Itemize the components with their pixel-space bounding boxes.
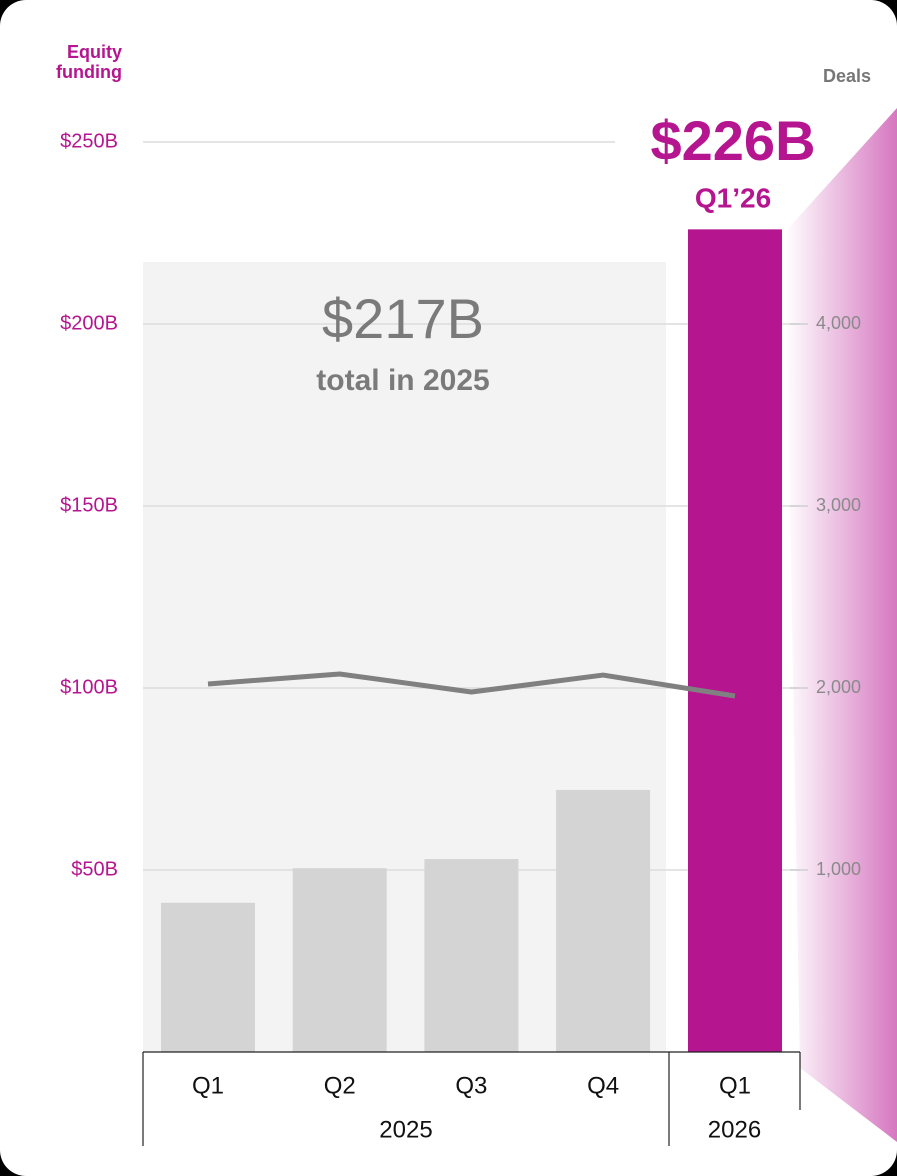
x-tick-label: Q2: [324, 1072, 356, 1099]
bar: [424, 859, 519, 1052]
y-tick-label: $150B: [60, 494, 118, 516]
y-axis-label: Equity funding: [56, 42, 122, 82]
total-text: total in 2025: [316, 364, 489, 397]
y2-tick-label: 4,000: [816, 313, 861, 333]
highlight-text: Q1’26: [695, 182, 771, 213]
y-tick-label: $250B: [60, 130, 118, 152]
category-axis: [142, 1051, 801, 1146]
x-tick-label: Q4: [587, 1072, 619, 1099]
y-tick-label: $200B: [60, 312, 118, 334]
bar: [161, 902, 255, 1052]
deals-line: [207, 671, 736, 699]
x-tick-label: Q3: [455, 1072, 487, 1099]
bar: [556, 789, 651, 1052]
y-tick-label: $100B: [60, 676, 118, 698]
highlight-fade: [785, 108, 897, 1142]
total-value: $217B: [322, 287, 484, 350]
y2-tick-label: 3,000: [816, 495, 861, 515]
bar: [292, 868, 387, 1052]
group-label: 2026: [708, 1116, 761, 1143]
x-tick-label: Q1: [719, 1072, 751, 1099]
bar: [688, 229, 782, 1053]
y2-tick-label: 2,000: [816, 677, 861, 697]
y2-tick-label: 1,000: [816, 859, 861, 879]
y2-axis-label: Deals: [822, 66, 871, 86]
x-tick-label: Q1: [192, 1072, 224, 1099]
group-label: 2025: [379, 1116, 432, 1143]
highlight-value: $226B: [650, 109, 815, 172]
y-tick-label: $50B: [71, 858, 118, 880]
